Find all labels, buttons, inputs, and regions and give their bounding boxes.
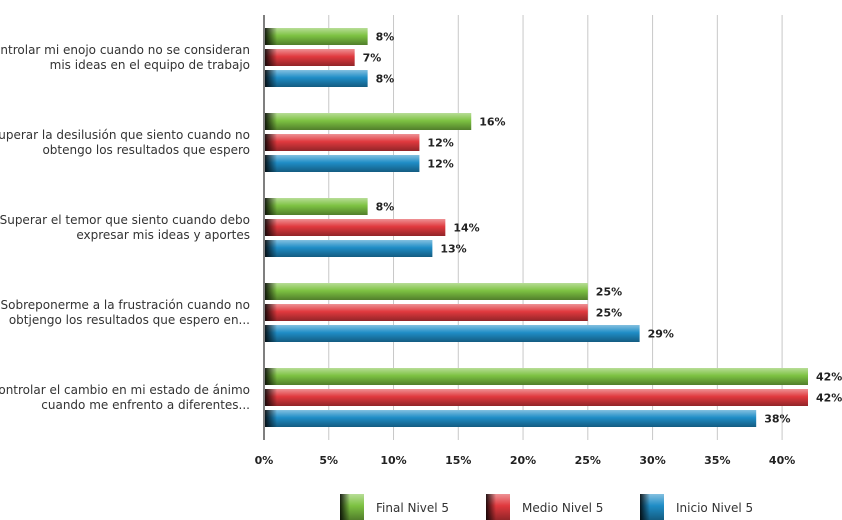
bar-shading	[265, 219, 277, 236]
bar-shading	[265, 155, 277, 172]
bar-final-nivel-5	[265, 28, 368, 45]
data-label: 14%	[453, 222, 479, 235]
data-label: 29%	[648, 328, 674, 341]
bar-inicio-nivel-5	[265, 155, 420, 172]
category-label: expresar mis ideas y aportes	[76, 228, 250, 242]
category-label: Superar el temor que siento cuando debo	[0, 213, 250, 227]
legend-label: Inicio Nivel 5	[676, 501, 753, 515]
legend-swatch-shading	[340, 494, 350, 520]
bar-shading	[265, 240, 277, 257]
data-label: 42%	[816, 371, 842, 384]
data-label: 25%	[596, 286, 622, 299]
bar-shading	[265, 113, 277, 130]
bar-shading	[265, 368, 277, 385]
bar-medio-nivel-5	[265, 134, 420, 151]
category-label: obtjengo los resultados que espero en...	[9, 313, 250, 327]
category-label: Superar la desilusión que siento cuando …	[0, 128, 250, 142]
x-tick-label: 35%	[704, 454, 730, 467]
x-tick-label: 10%	[380, 454, 406, 467]
category-label: cuando me enfrento a diferentes...	[41, 398, 250, 412]
data-label: 16%	[479, 116, 505, 129]
legend-swatch-shading	[486, 494, 496, 520]
bar-medio-nivel-5	[265, 49, 355, 66]
x-axis-ticks: 0% 5% 10% 15% 20% 25% 30% 35% 40%	[255, 454, 796, 467]
x-tick-label: 30%	[639, 454, 665, 467]
data-label: 12%	[427, 158, 453, 171]
x-tick-label: 15%	[445, 454, 471, 467]
bar-inicio-nivel-5	[265, 70, 368, 87]
data-label: 8%	[376, 73, 395, 86]
bar-shading	[265, 198, 277, 215]
category-label: Controlar mi enojo cuando no se consider…	[0, 43, 250, 57]
data-label: 12%	[427, 137, 453, 150]
bar-final-nivel-5	[265, 113, 472, 130]
x-tick-label: 25%	[575, 454, 601, 467]
data-label: 38%	[764, 413, 790, 426]
bar-shading	[265, 389, 277, 406]
bar-final-nivel-5	[265, 368, 808, 385]
bar-shading	[265, 325, 277, 342]
bar-inicio-nivel-5	[265, 325, 640, 342]
data-label: 8%	[376, 31, 395, 44]
x-tick-label: 20%	[510, 454, 536, 467]
data-label: 8%	[376, 201, 395, 214]
data-label: 42%	[816, 392, 842, 405]
bar-shading	[265, 49, 277, 66]
category-label: mis ideas en el equipo de trabajo	[50, 58, 250, 72]
data-label: 7%	[363, 52, 382, 65]
x-tick-label: 0%	[255, 454, 274, 467]
x-tick-label: 40%	[769, 454, 795, 467]
category-labels: Controlar mi enojo cuando no se consider…	[0, 43, 250, 412]
bar-shading	[265, 410, 277, 427]
bar-medio-nivel-5	[265, 219, 446, 236]
bar-final-nivel-5	[265, 198, 368, 215]
bar-inicio-nivel-5	[265, 240, 433, 257]
x-tick-label: 5%	[319, 454, 338, 467]
category-label: Controlar el cambio en mi estado de ánim…	[0, 383, 250, 397]
legend-label: Medio Nivel 5	[522, 501, 603, 515]
bar-inicio-nivel-5	[265, 410, 757, 427]
bar-shading	[265, 304, 277, 321]
legend: Final Nivel 5 Medio Nivel 5 Inicio Nivel 5	[340, 494, 753, 520]
legend-swatch-shading	[640, 494, 650, 520]
bar-shading	[265, 28, 277, 45]
bar-shading	[265, 283, 277, 300]
data-label: 25%	[596, 307, 622, 320]
bars: 8% 7% 8% 16% 12% 12% 8% 14% 13% 25% 25% 29% 42% 42% 38…	[265, 28, 842, 427]
bar-medio-nivel-5	[265, 389, 808, 406]
bar-shading	[265, 70, 277, 87]
category-label: obtengo los resultados que espero	[42, 143, 250, 157]
bar-medio-nivel-5	[265, 304, 588, 321]
bar-shading	[265, 134, 277, 151]
legend-label: Final Nivel 5	[376, 501, 449, 515]
data-label: 13%	[440, 243, 466, 256]
category-label: Sobreponerme a la frustración cuando no	[1, 298, 250, 312]
bar-final-nivel-5	[265, 283, 588, 300]
